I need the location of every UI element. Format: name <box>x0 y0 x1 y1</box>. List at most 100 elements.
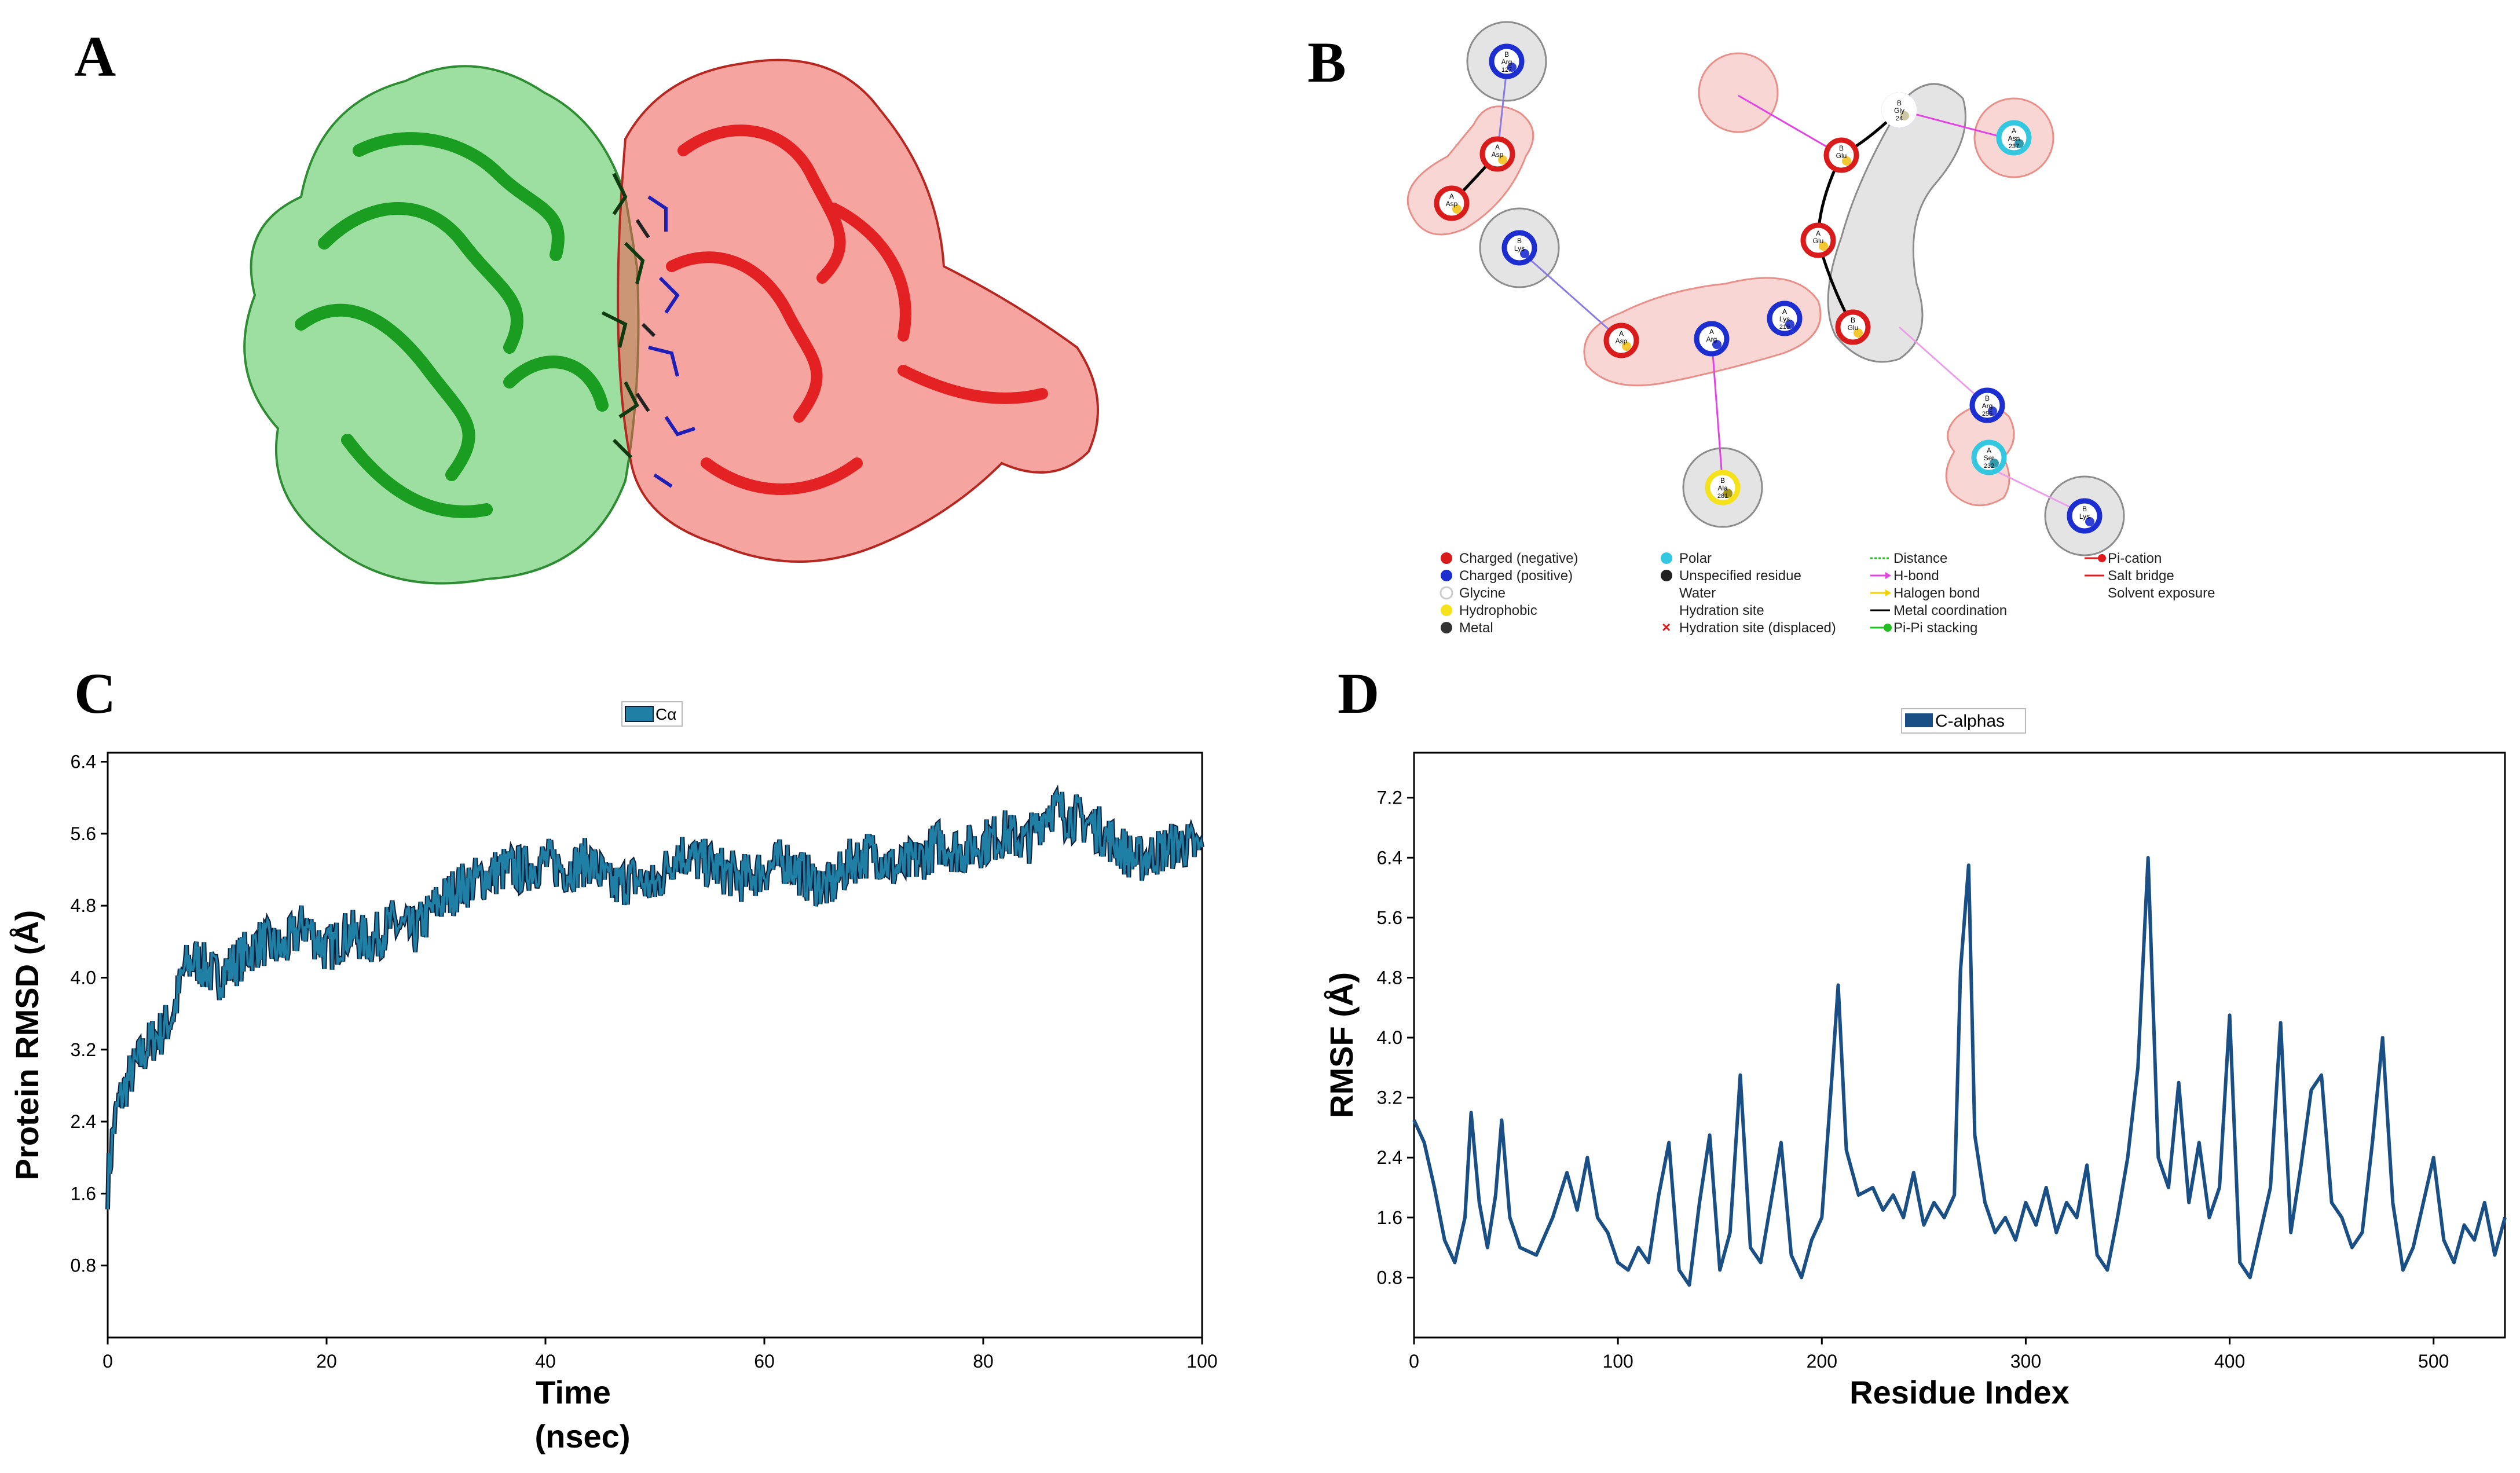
residue-chain: A <box>2012 127 2016 135</box>
panel-label-a: A <box>74 24 116 89</box>
rmsd-chart: 0.8 1.6 2.4 3.2 4.0 4.8 5.6 6.4 0 20 40 60 80 100 Cα… <box>9 701 1218 1454</box>
x-tick-label: 0 <box>102 1351 113 1372</box>
legend-entry-label: Water <box>1679 585 1716 601</box>
y-tick-label: 1.6 <box>1377 1207 1402 1228</box>
y-tick-label: 5.6 <box>71 823 96 844</box>
residue-name: Asp <box>1446 200 1458 208</box>
legend-swatch <box>625 706 654 722</box>
x-tick-label: 60 <box>754 1351 775 1372</box>
residue-chain: B <box>1985 394 1990 402</box>
residue-name: Arg <box>1706 335 1717 343</box>
legend-entry: Distance <box>1870 551 1947 566</box>
y-tick-label: 0.8 <box>71 1255 96 1276</box>
residue-name: Glu <box>1848 324 1859 332</box>
x-tick-label: 20 <box>316 1351 337 1372</box>
legend-entry-label: Pi-Pi stacking <box>1893 620 1977 636</box>
y-tick-label: 4.0 <box>1377 1027 1402 1048</box>
residue-name: Arg <box>1982 402 1993 410</box>
residue-chain: A <box>1782 307 1787 316</box>
y-axis-label: Protein RMSD (Å) <box>9 910 45 1181</box>
legend-entry-label: Metal <box>1459 620 1493 636</box>
residue-chain: B <box>1897 99 1902 107</box>
legend-label: C-alphas <box>1935 712 2005 731</box>
residue-chain: B <box>1504 50 1509 58</box>
residue-number: 24 <box>1896 115 1903 122</box>
panel-label-b: B <box>1307 30 1346 94</box>
chain-b-surface <box>617 58 1099 563</box>
legend-entry-label: Hydration site (displaced) <box>1679 620 1836 636</box>
legend-entry-label: Halogen bond <box>1893 585 1980 601</box>
y-tick-label: 7.2 <box>1377 787 1402 808</box>
legend-entry: Charged (negative) <box>1441 551 1578 566</box>
x-tick-label: 400 <box>2214 1351 2245 1372</box>
residue-name: Lys <box>1779 315 1790 323</box>
legend-entry-label: Solvent exposure <box>2108 585 2215 601</box>
legend-entry: Pi-cation <box>2085 551 2162 566</box>
legend-entry: H-bond <box>1870 568 1939 584</box>
y-tick-label: 3.2 <box>71 1039 96 1060</box>
legend-entry: Salt bridge <box>2085 568 2174 584</box>
y-tick-label: 6.4 <box>71 752 96 772</box>
svg-text:×: × <box>1662 618 1671 636</box>
y-tick-label: 4.8 <box>71 895 96 916</box>
residue-name: Glu <box>1836 152 1847 160</box>
residue-name: Lys <box>2079 512 2090 521</box>
interface-sticks <box>601 173 695 488</box>
plot-frame <box>1413 752 2506 1339</box>
x-axis-label-line2: (nsec) <box>535 1418 631 1454</box>
residue-number: 255 <box>1982 411 1992 417</box>
rmsf-chart: 0.8 1.6 2.4 3.2 4.0 4.8 5.6 6.4 7.2 0 100 200 300 40… <box>1323 708 2507 1410</box>
legend-entry-label: Glycine <box>1459 585 1506 601</box>
legend-entry: Glycine <box>1440 585 1506 601</box>
x-tick-label: 40 <box>535 1351 556 1372</box>
legend-entry-label: H-bond <box>1893 568 1939 584</box>
legend-entry: Metal <box>1441 620 1493 636</box>
chain-b-ribbons <box>666 124 1048 495</box>
interaction-bubbles <box>1406 21 2125 556</box>
plot-frame <box>107 752 1203 1339</box>
residue-name: Arg <box>1501 58 1512 66</box>
y-tick-label: 4.8 <box>1377 967 1402 988</box>
chain-a-ribbons <box>295 132 609 518</box>
series-line-calpha <box>107 788 1203 1210</box>
legend-entry: Unspecified residue <box>1661 568 1801 584</box>
panel-label-c: C <box>74 661 116 725</box>
x-tick-label: 80 <box>973 1351 994 1372</box>
legend-entry: Halogen bond <box>1870 585 1980 601</box>
series-line-calphas <box>1412 856 2507 1287</box>
residue-chain: A <box>1495 143 1500 151</box>
legend-entry: Water <box>1679 585 1716 601</box>
x-axis-label-line1: Time <box>536 1374 611 1410</box>
residue-number: 281 <box>1717 493 1728 500</box>
y-tick-label: 5.6 <box>1377 907 1402 928</box>
legend-entry: Metal coordination <box>1870 603 2007 618</box>
residue-chain: B <box>2082 505 2087 513</box>
y-tick-label: 1.6 <box>71 1183 96 1204</box>
residue-name: Asp <box>1492 151 1504 159</box>
y-tick-label: 2.4 <box>71 1111 96 1132</box>
legend-entry-label: Salt bridge <box>2108 568 2174 584</box>
y-tick-label: 3.2 <box>1377 1087 1402 1108</box>
legend-entry-label: Metal coordination <box>1893 603 2007 618</box>
x-tick-label: 200 <box>1807 1351 1837 1372</box>
x-tick-label: 100 <box>1602 1351 1633 1372</box>
residue-chain: A <box>1816 229 1821 237</box>
y-tick-label: 4.0 <box>71 967 96 988</box>
x-tick-label: 300 <box>2010 1351 2041 1372</box>
residue-name: Ala <box>1717 484 1728 492</box>
y-axis-label: RMSF (Å) <box>1323 972 1360 1118</box>
residue-chain: B <box>1517 237 1522 245</box>
legend-entry: Hydration site <box>1679 603 1764 618</box>
legend-entry: Charged (positive) <box>1441 568 1573 584</box>
